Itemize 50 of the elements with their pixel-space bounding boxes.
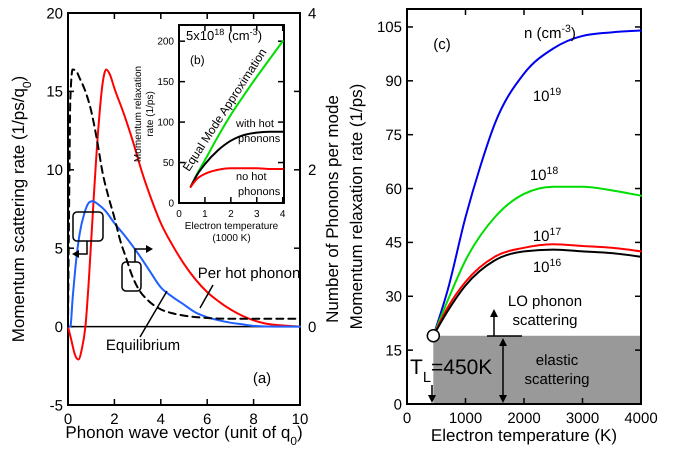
y-tick-label: 45 xyxy=(385,234,402,252)
series-label: 10$^{16}$ xyxy=(532,257,562,276)
annotation: (c) xyxy=(433,36,451,53)
annotation: (b) xyxy=(190,53,205,67)
x-tick-label: 4 xyxy=(280,209,286,220)
y-tick-label: 5 xyxy=(54,240,63,258)
y-tick-label: 200 xyxy=(157,36,174,48)
annotation: LO phonon scattering xyxy=(508,293,582,329)
annotation: with hot phonons xyxy=(235,118,281,145)
x-tick-label: 2000 xyxy=(507,410,541,427)
y-tick-label: 20 xyxy=(46,5,63,22)
annotation: (a) xyxy=(252,370,272,387)
y-tick-label: 15 xyxy=(385,342,402,360)
x-tick-label: 2 xyxy=(228,209,234,220)
annotation: n (cm$^{-3}$) xyxy=(524,23,576,42)
band-label: elastic scattering xyxy=(524,352,590,388)
y2-tick-label: 2 xyxy=(308,162,316,180)
y-tick-label: 75 xyxy=(385,126,402,144)
y-tick-label: 90 xyxy=(385,73,402,90)
series-label: Per hot phonon xyxy=(198,265,300,282)
x-axis-title: Electron temperature (1000 K) xyxy=(184,221,279,244)
y-tick-label: 15 xyxy=(46,84,63,101)
x-tick-label: 1000 xyxy=(448,410,482,427)
y2-axis-title: Number of Phonons per mode xyxy=(323,95,342,323)
y-tick-label: 105 xyxy=(376,19,402,36)
y-axis-title: Momentum relaxation rate (1/ps) xyxy=(347,84,366,330)
annotation: no hot phonons xyxy=(236,171,281,198)
y-tick-label: 10 xyxy=(46,162,63,180)
y-tick-label: 0 xyxy=(394,396,402,414)
y-tick-label: 60 xyxy=(385,180,402,198)
x-tick-label: 4000 xyxy=(624,410,658,427)
series-label: 10$^{18}$ xyxy=(530,165,558,184)
x-tick-label: 3 xyxy=(254,209,260,220)
x-tick-label: 0 xyxy=(176,209,182,220)
y-tick-label: 100 xyxy=(157,118,174,129)
x-tick-label: 1 xyxy=(202,209,208,220)
y2-tick-label: 4 xyxy=(308,5,316,22)
series-label: 10$^{19}$ xyxy=(532,86,562,105)
y-axis-title: Momentum relaxation rate (1/ps) xyxy=(133,66,156,162)
y2-tick-label: 0 xyxy=(308,318,316,336)
y-tick-label: 0 xyxy=(168,198,174,210)
series-label: 10$^{17}$ xyxy=(532,226,562,245)
y-tick-label: -5 xyxy=(50,397,63,414)
x-tick-label: 3000 xyxy=(566,410,600,427)
y-tick-label: 150 xyxy=(157,77,174,88)
y-tick-label: 50 xyxy=(162,158,174,170)
x-axis-title: Electron temperature (K) xyxy=(430,426,618,445)
y-tick-label: 0 xyxy=(54,318,63,336)
y-tick-label: 30 xyxy=(385,288,402,306)
series-label: Equilibrium xyxy=(106,337,180,354)
